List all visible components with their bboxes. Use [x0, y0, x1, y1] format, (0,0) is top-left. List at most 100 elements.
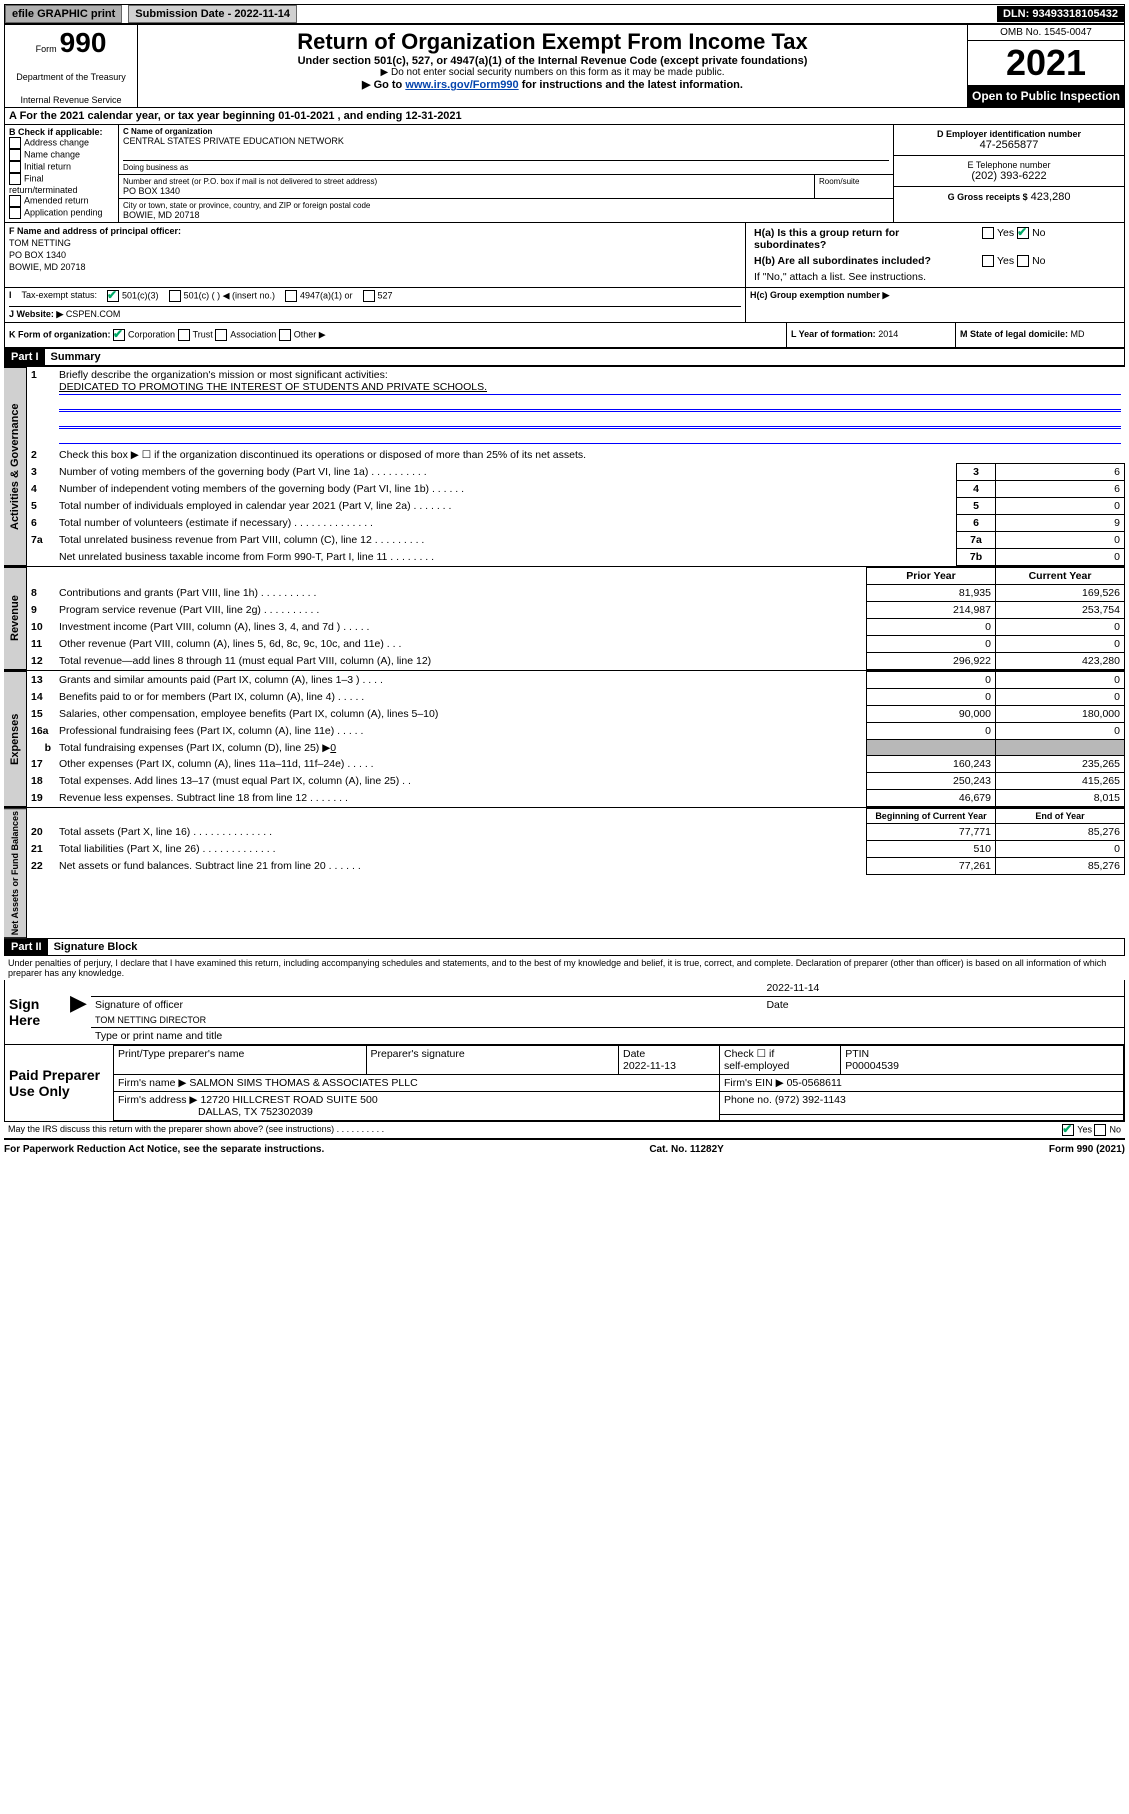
v6: 9 — [996, 515, 1125, 532]
b-addr: Address change — [24, 137, 89, 147]
c-city: BOWIE, MD 20718 — [123, 210, 889, 220]
part1-header: Part I Summary — [4, 349, 1125, 366]
cb-hb-yes[interactable] — [982, 255, 994, 267]
b-amend: Amended return — [24, 195, 89, 205]
l17: Other expenses (Part IX, column (A), lin… — [55, 756, 867, 773]
cb-amended[interactable] — [9, 195, 21, 207]
hb-no: No — [1032, 255, 1045, 267]
subtitle-1: Under section 501(c), 527, or 4947(a)(1)… — [146, 55, 959, 67]
k-assoc: Association — [230, 330, 276, 340]
l18: Total expenses. Add lines 13–17 (must eq… — [55, 773, 867, 790]
prep-c1: Print/Type preparer's name — [114, 1046, 367, 1075]
cb-discuss-no[interactable] — [1094, 1124, 1106, 1136]
a-end: 12-31-2021 — [405, 110, 461, 122]
p10: 0 — [867, 619, 996, 636]
hb-yes: Yes — [997, 255, 1014, 267]
part2-title: Signature Block — [48, 939, 144, 955]
j-lbl: Website: ▶ — [17, 309, 64, 319]
cb-address[interactable] — [9, 137, 21, 149]
l5: Total number of individuals employed in … — [55, 498, 957, 515]
e-val: (202) 393-6222 — [898, 170, 1120, 182]
l3: Number of voting members of the governin… — [55, 464, 957, 481]
irs-link[interactable]: www.irs.gov/Form990 — [405, 79, 518, 91]
omb-number: OMB No. 1545-0047 — [968, 25, 1124, 41]
cb-hb-no[interactable] — [1017, 255, 1029, 267]
cb-assoc[interactable] — [215, 329, 227, 341]
l2: Check this box ▶ ☐ if the organization d… — [55, 447, 1125, 464]
l1b: DEDICATED TO PROMOTING THE INTEREST OF S… — [59, 381, 487, 393]
k-trust: Trust — [193, 330, 213, 340]
d-val: 47-2565877 — [898, 139, 1120, 151]
c19: 8,015 — [996, 790, 1125, 807]
dln: DLN: 93493318105432 — [997, 6, 1124, 22]
cb-name[interactable] — [9, 149, 21, 161]
k-lbl: K Form of organization: — [9, 330, 111, 340]
cb-app[interactable] — [9, 207, 21, 219]
v7a: 0 — [996, 532, 1125, 549]
cb-4947[interactable] — [285, 290, 297, 302]
hc-lbl: H(c) Group exemption number ▶ — [750, 290, 1120, 301]
e-lbl: E Telephone number — [898, 160, 1120, 170]
vtab-revenue: Revenue — [4, 567, 27, 670]
c18: 415,265 — [996, 773, 1125, 790]
p22: 77,261 — [867, 858, 996, 875]
l21: Total liabilities (Part X, line 26) . . … — [55, 841, 867, 858]
c16a: 0 — [996, 723, 1125, 740]
c17: 235,265 — [996, 756, 1125, 773]
hdr-py: Prior Year — [867, 568, 996, 585]
p20: 77,771 — [867, 824, 996, 841]
n3: 3 — [957, 464, 996, 481]
cb-initial[interactable] — [9, 161, 21, 173]
subtitle-3a: ▶ Go to — [362, 79, 405, 91]
cb-other[interactable] — [279, 329, 291, 341]
cb-discuss-yes[interactable] — [1062, 1124, 1074, 1136]
l16a: Professional fundraising fees (Part IX, … — [55, 723, 867, 740]
c22: 85,276 — [996, 858, 1125, 875]
n6: 6 — [957, 515, 996, 532]
officer-name: TOM NETTING DIRECTOR — [91, 1013, 1124, 1028]
c12: 423,280 — [996, 653, 1125, 670]
b-label: B Check if applicable: — [9, 127, 114, 137]
hdr-bcy: Beginning of Current Year — [867, 809, 996, 824]
declaration: Under penalties of perjury, I declare th… — [4, 956, 1125, 980]
prep-ptin: P00004539 — [845, 1060, 899, 1072]
open-public: Open to Public Inspection — [968, 85, 1124, 107]
c20: 85,276 — [996, 824, 1125, 841]
c10: 0 — [996, 619, 1125, 636]
c-city-lbl: City or town, state or province, country… — [123, 201, 889, 210]
cb-trust[interactable] — [178, 329, 190, 341]
p16a: 0 — [867, 723, 996, 740]
cb-501c3[interactable] — [107, 290, 119, 302]
c16b — [996, 740, 1125, 756]
cb-ha-no[interactable] — [1017, 227, 1029, 239]
hb-lbl: H(b) Are all subordinates included? — [754, 255, 931, 267]
j-val: CSPEN.COM — [66, 309, 121, 319]
m-val: MD — [1071, 329, 1085, 339]
p12: 296,922 — [867, 653, 996, 670]
a-begin: 01-01-2021 — [278, 110, 334, 122]
discuss-q: May the IRS discuss this return with the… — [8, 1124, 1062, 1136]
n4: 4 — [957, 481, 996, 498]
l20: Total assets (Part X, line 16) . . . . .… — [55, 824, 867, 841]
i-o4: 527 — [378, 291, 393, 301]
cb-final[interactable] — [9, 173, 21, 185]
block-bcdeg: B Check if applicable: Address change Na… — [4, 125, 1125, 223]
l16bv: 0 — [330, 742, 336, 754]
submission-date: Submission Date - 2022-11-14 — [128, 5, 297, 23]
i-lbl: Tax-exempt status: — [22, 290, 98, 302]
cb-501c[interactable] — [169, 290, 181, 302]
cb-corp[interactable] — [113, 329, 125, 341]
cb-527[interactable] — [363, 290, 375, 302]
c9: 253,754 — [996, 602, 1125, 619]
vtab-activities: Activities & Governance — [4, 367, 27, 566]
efile-button[interactable]: efile GRAPHIC print — [5, 5, 122, 23]
cb-ha-yes[interactable] — [982, 227, 994, 239]
l16b: Total fundraising expenses (Part IX, col… — [59, 742, 330, 754]
form-ref: Form 990 (2021) — [1049, 1144, 1125, 1155]
cat-no: Cat. No. 11282Y — [649, 1144, 723, 1155]
l8: Contributions and grants (Part VIII, lin… — [55, 585, 867, 602]
i-o3: 4947(a)(1) or — [300, 291, 353, 301]
name-lbl: Type or print name and title — [91, 1028, 1124, 1045]
room-lbl: Room/suite — [815, 175, 893, 198]
dba-lbl: Doing business as — [123, 160, 889, 172]
